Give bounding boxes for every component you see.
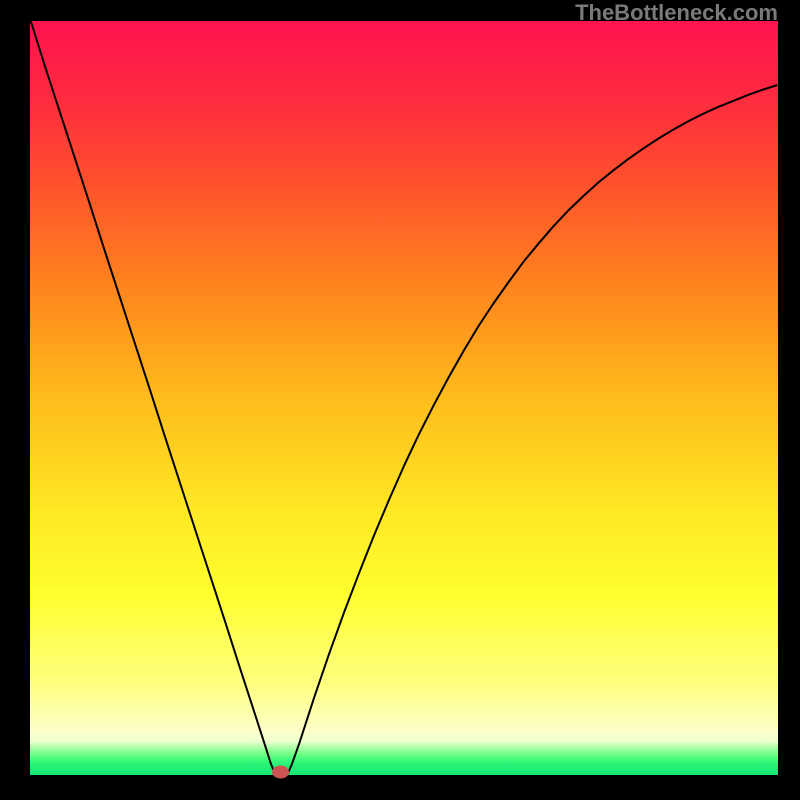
chart-svg xyxy=(0,0,800,800)
minimum-marker xyxy=(273,766,289,778)
chart-container: TheBottleneck.com xyxy=(0,0,800,800)
watermark-text: TheBottleneck.com xyxy=(575,0,778,26)
